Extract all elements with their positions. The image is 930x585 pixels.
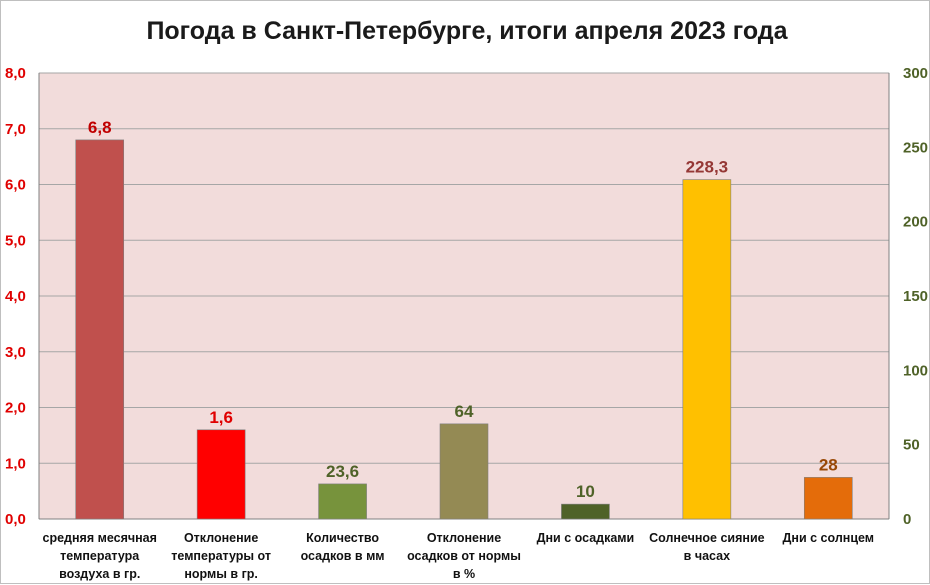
category-label: температуры от — [171, 549, 271, 563]
category-label: Дни с осадками — [537, 531, 635, 545]
data-label: 28 — [819, 455, 838, 474]
bar — [682, 179, 732, 520]
data-label: 64 — [455, 402, 474, 421]
category-label: в % — [453, 567, 475, 581]
category-label: Солнечное сияние — [649, 531, 765, 545]
category-label: Количество — [306, 531, 379, 545]
category-label: средняя месячная — [43, 531, 157, 545]
chart-title: Погода в Санкт-Петербурге, итоги апреля … — [146, 17, 788, 45]
category-label: нормы в гр. — [184, 567, 258, 581]
category-label: воздуха в гр. — [59, 567, 140, 581]
category-label: осадков от нормы — [407, 549, 521, 563]
category-label: Отклонение — [184, 531, 258, 545]
data-label: 6,8 — [88, 118, 112, 137]
right-axis-tick-label: 300 — [903, 65, 928, 82]
bar — [439, 423, 489, 520]
category-label: температура — [60, 549, 140, 563]
left-axis-tick-label: 7,0 — [5, 121, 26, 138]
data-label: 1,6 — [209, 408, 233, 427]
right-axis-tick-label: 150 — [903, 288, 928, 305]
left-axis-tick-label: 8,0 — [5, 65, 26, 82]
left-axis-tick-label: 0,0 — [5, 511, 26, 528]
right-axis-tick-label: 0 — [903, 511, 911, 528]
left-axis-tick-label: 5,0 — [5, 232, 26, 249]
right-axis-tick-label: 250 — [903, 139, 928, 156]
left-axis-tick-label: 1,0 — [5, 455, 26, 472]
category-label: осадков в мм — [301, 549, 385, 563]
data-label: 23,6 — [326, 462, 359, 481]
left-axis-tick-label: 6,0 — [5, 177, 26, 194]
left-axis-tick-label: 3,0 — [5, 344, 26, 361]
right-axis-tick-label: 200 — [903, 214, 928, 231]
left-axis-tick-label: 4,0 — [5, 288, 26, 305]
category-label: Дни с солнцем — [783, 531, 875, 545]
bar — [75, 139, 125, 520]
bar — [561, 503, 610, 520]
bar — [318, 483, 367, 520]
right-axis-tick-label: 50 — [903, 437, 920, 454]
right-axis-tick-label: 100 — [903, 362, 928, 379]
category-label: Отклонение — [427, 531, 501, 545]
left-axis-tick-label: 2,0 — [5, 400, 26, 417]
data-label: 228,3 — [686, 158, 729, 177]
bar — [196, 429, 246, 520]
data-label: 10 — [576, 482, 595, 501]
category-label: в часах — [684, 549, 730, 563]
bar — [803, 477, 853, 520]
plot-area: 0,0 1,0 2,0 3,0 4,0 5,0 6,0 7,0 8,0 0 50 100 150 200 2… — [5, 65, 928, 581]
